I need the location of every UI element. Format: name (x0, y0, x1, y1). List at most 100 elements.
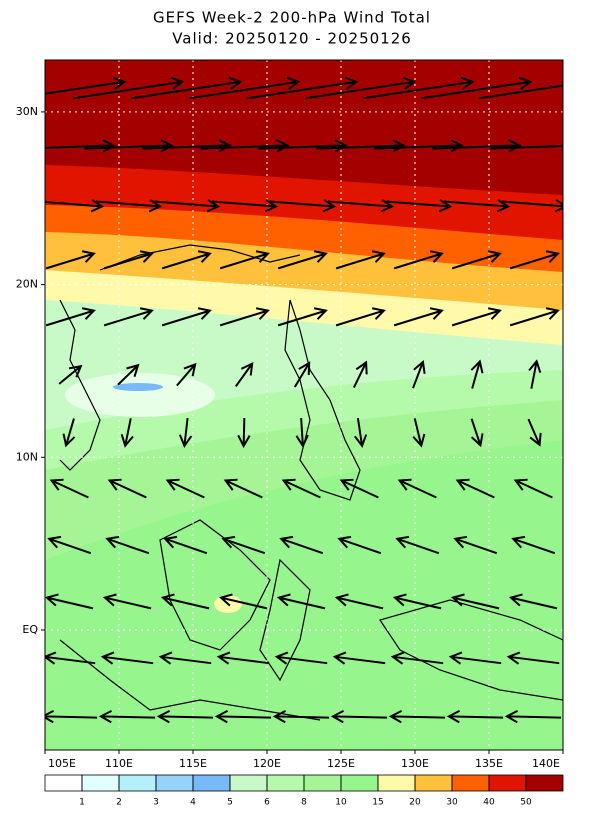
wind-vector (339, 478, 379, 499)
wind-vector (221, 535, 266, 555)
wind-vector (176, 362, 197, 387)
wind-vector (47, 535, 92, 555)
lat-tick-label: EQ (22, 623, 38, 636)
wind-vector (337, 535, 382, 555)
wind-vector (153, 199, 221, 213)
colorbar-label: 2 (116, 798, 122, 808)
wind-vector (100, 651, 154, 665)
lat-tick-label: 30N (16, 105, 38, 118)
wind-vector (470, 359, 484, 389)
colorbar-label: 30 (446, 798, 458, 808)
wind-vector (247, 76, 359, 100)
wind-vector (528, 359, 542, 389)
colorbar-box (451, 774, 490, 792)
wind-vector (156, 709, 214, 724)
wind-vector (158, 651, 212, 665)
wind-vector (393, 307, 444, 327)
wind-vector (470, 418, 484, 448)
wind-vector (103, 250, 154, 270)
wind-vector (161, 250, 212, 270)
wind-vector (352, 360, 368, 389)
colorbar-box (229, 774, 268, 792)
wind-vector (327, 199, 395, 213)
wind-vector (102, 593, 152, 610)
wind-vector (511, 535, 556, 555)
wind-vector (277, 250, 328, 270)
wind-vector (513, 478, 553, 499)
wind-vector (216, 651, 270, 665)
colorbar-box (81, 774, 120, 792)
wind-vector (385, 199, 453, 213)
colorbar-label: 15 (372, 798, 383, 808)
wind-vector (451, 250, 502, 270)
wind-vector (277, 307, 328, 327)
wind-vector (214, 709, 272, 724)
wind-vector (107, 478, 147, 499)
wind-vector (390, 651, 444, 665)
lon-tick-label: 140E (532, 757, 560, 770)
colorbar-box (266, 774, 305, 792)
wind-vector (120, 418, 134, 448)
wind-vector (234, 361, 254, 387)
wind-vector (509, 307, 560, 327)
wind-vector (316, 139, 406, 153)
coastline (379, 599, 563, 701)
colorbar-label: 8 (301, 798, 307, 808)
wind-vector (142, 139, 232, 153)
colorbar: 1 2 3 4 5 6 8 10 15 20 30 40 50 (44, 774, 564, 808)
wind-vector (397, 478, 437, 499)
colorbar-label: 3 (153, 798, 159, 808)
wind-vector (103, 307, 154, 327)
colorbar-label: 5 (227, 798, 233, 808)
colorbar-box (488, 774, 527, 792)
lon-tick-label: 115E (179, 757, 207, 770)
wind-vector (165, 478, 205, 499)
wind-vector (412, 359, 426, 389)
wind-vector (450, 593, 500, 610)
wind-vector (219, 307, 270, 327)
wind-vector (45, 76, 127, 95)
wind-vector (388, 709, 446, 724)
coastline (159, 519, 271, 651)
wind-vector (223, 478, 263, 499)
wind-vector (49, 478, 89, 499)
colorbar-box (525, 774, 564, 792)
wind-vector (219, 250, 270, 270)
coastline (259, 558, 311, 682)
colorbar-box (118, 774, 157, 792)
wind-vector (448, 651, 502, 665)
wind-vector (200, 139, 290, 153)
wind-vector (508, 593, 558, 610)
map-field (45, 60, 563, 750)
wind-vector (504, 709, 562, 724)
colorbar-label: 40 (483, 798, 495, 808)
wind-vector (490, 144, 563, 150)
wind-vector (451, 307, 502, 327)
wind-vector (335, 307, 386, 327)
wind-vector (45, 199, 105, 213)
wind-vector (392, 593, 442, 610)
wind-vector (117, 363, 140, 386)
wind-vector (332, 651, 386, 665)
wind-vector (237, 417, 251, 449)
lat-tick-label: 10N (16, 450, 38, 463)
colorbar-box (303, 774, 342, 792)
colorbar-box (377, 774, 416, 792)
wind-vector (45, 651, 96, 665)
lon-tick-label: 105E (48, 757, 76, 770)
wind-vector (453, 535, 498, 555)
lon-tick-label: 120E (253, 757, 281, 770)
wind-vector (45, 709, 98, 724)
wind-vector (479, 84, 563, 100)
wind-vector (295, 417, 309, 449)
wind-vector (421, 76, 533, 100)
wind-vector (269, 199, 337, 213)
colorbar-box (340, 774, 379, 792)
coastline (59, 299, 101, 471)
coastline (99, 244, 301, 271)
wind-vector (279, 535, 324, 555)
colorbar-label: 50 (520, 798, 532, 808)
coastline (59, 639, 321, 721)
